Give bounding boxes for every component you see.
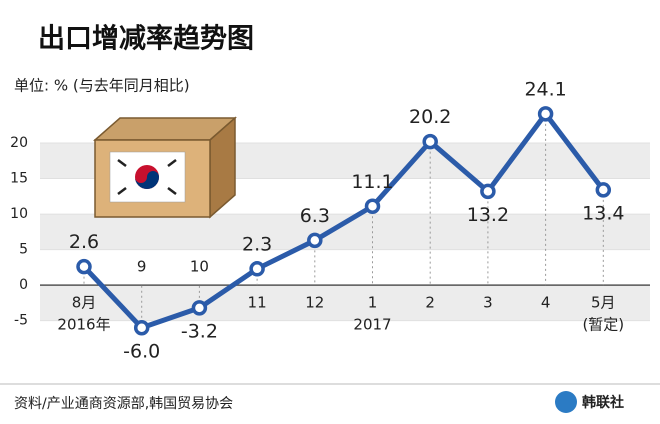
data-label: 2.3 bbox=[242, 233, 272, 255]
point bbox=[422, 133, 438, 150]
data-label: 6.3 bbox=[300, 205, 330, 227]
chart-title: 出口增减率趋势图 bbox=[38, 23, 254, 55]
point bbox=[307, 232, 323, 249]
band bbox=[40, 214, 650, 250]
point bbox=[595, 182, 612, 198]
plot-area: -5 0 5 10 15 20 2.6 -6.0 -3.2 2.3 6.3 11.1 20.2 13.2 2… bbox=[10, 78, 650, 362]
series-line bbox=[82, 111, 606, 331]
point bbox=[364, 198, 381, 215]
x-tick-label: 12 bbox=[305, 294, 324, 312]
y-tick-label: 5 bbox=[19, 242, 28, 258]
data-label: -3.2 bbox=[181, 320, 218, 342]
x-tick-label: 10 bbox=[190, 258, 209, 276]
y-tick-label: 10 bbox=[10, 206, 28, 222]
point bbox=[249, 261, 265, 277]
y-tick-label: -5 bbox=[14, 313, 28, 329]
data-label: 24.1 bbox=[524, 78, 566, 100]
chart-subtitle: 单位: % (与去年同月相比) bbox=[14, 77, 190, 95]
x-tick-label: 5月 bbox=[591, 294, 616, 312]
x-tick-sublabel: (暂定) bbox=[582, 316, 624, 334]
x-tick-label: 2 bbox=[425, 294, 435, 312]
x-tick-label: 9 bbox=[137, 258, 147, 276]
data-label: 2.6 bbox=[69, 231, 99, 253]
y-tick-label: 20 bbox=[10, 135, 28, 151]
source: 资料/产业通商资源部,韩国贸易协会 bbox=[14, 396, 233, 412]
x-tick-label: 1 bbox=[368, 294, 378, 312]
y-tick-label: 15 bbox=[10, 171, 28, 187]
data-label: 20.2 bbox=[409, 106, 451, 128]
x-tick-label: 4 bbox=[541, 294, 551, 312]
data-label: 13.2 bbox=[467, 204, 509, 226]
x-tick-sublabel: 2017 bbox=[353, 316, 391, 334]
data-label: -6.0 bbox=[123, 340, 160, 362]
data-label: 11.1 bbox=[351, 171, 393, 193]
point bbox=[537, 106, 554, 122]
y-tick-label: 0 bbox=[19, 277, 28, 293]
point bbox=[480, 183, 496, 200]
data-label: 13.4 bbox=[582, 202, 624, 224]
point bbox=[191, 300, 208, 316]
x-tick-label: 11 bbox=[248, 294, 267, 312]
x-tick-sublabel: 2016年 bbox=[57, 316, 110, 334]
x-tick-label: 3 bbox=[483, 294, 493, 312]
point bbox=[133, 320, 150, 336]
logo-text: 韩联社 bbox=[582, 394, 624, 411]
x-tick-label: 8月 bbox=[72, 294, 97, 312]
point bbox=[76, 258, 92, 275]
logo-icon bbox=[555, 391, 577, 413]
box-icon bbox=[93, 116, 237, 219]
